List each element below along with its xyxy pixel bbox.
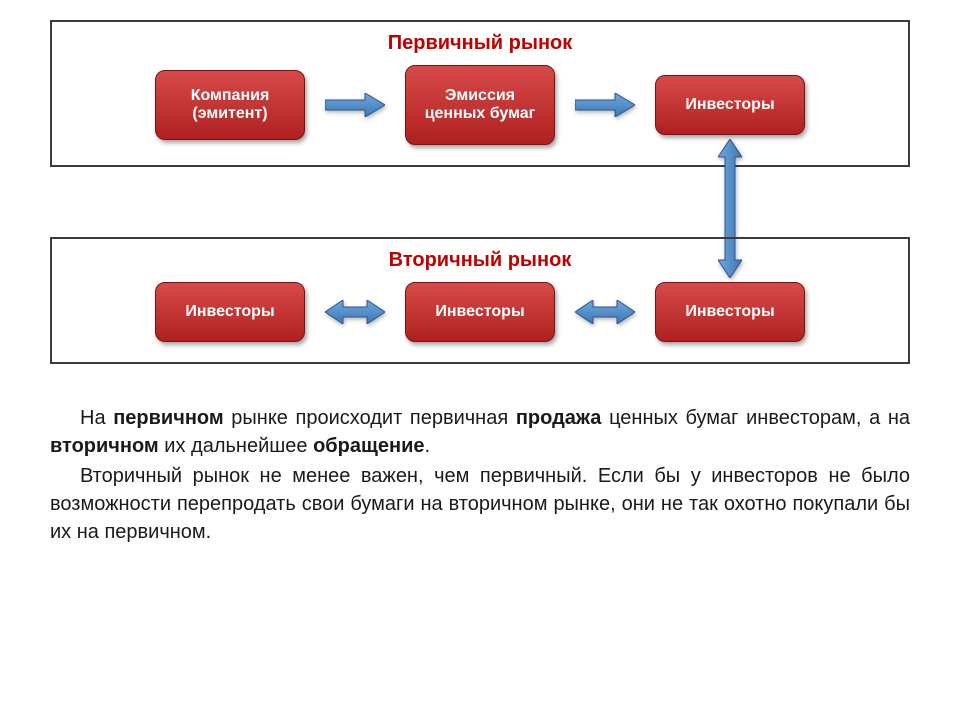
flow-node: Инвесторы (405, 282, 555, 342)
flow-node: Инвесторы (655, 75, 805, 135)
flow-node: Эмиссия ценных бумаг (405, 65, 555, 145)
description-text: На первичном рынке происходит первичная … (50, 404, 910, 546)
primary-title: Первичный рынок (72, 32, 888, 55)
flow-arrow (325, 300, 385, 324)
paragraph-2: Вторичный рынок не менее важен, чем перв… (50, 462, 910, 546)
paragraph-1: На первичном рынке происходит первичная … (50, 404, 910, 460)
secondary-market-panel: Вторичный рынок ИнвесторыИнвесторыИнвест… (50, 237, 910, 364)
flow-node: Инвесторы (655, 282, 805, 342)
secondary-row: Инвесторы Инвесторы Инвесторы (72, 282, 888, 342)
flow-arrow (575, 93, 635, 117)
secondary-title: Вторичный рынок (72, 249, 888, 272)
market-diagram: Первичный рынок Компания (эмитент) Эмисси… (50, 20, 910, 364)
primary-row: Компания (эмитент) Эмиссия ценных бумаг Ин… (72, 65, 888, 145)
flow-arrow (575, 300, 635, 324)
primary-market-panel: Первичный рынок Компания (эмитент) Эмисси… (50, 20, 910, 167)
flow-node: Компания (эмитент) (155, 70, 305, 140)
flow-node: Инвесторы (155, 282, 305, 342)
flow-arrow (325, 93, 385, 117)
